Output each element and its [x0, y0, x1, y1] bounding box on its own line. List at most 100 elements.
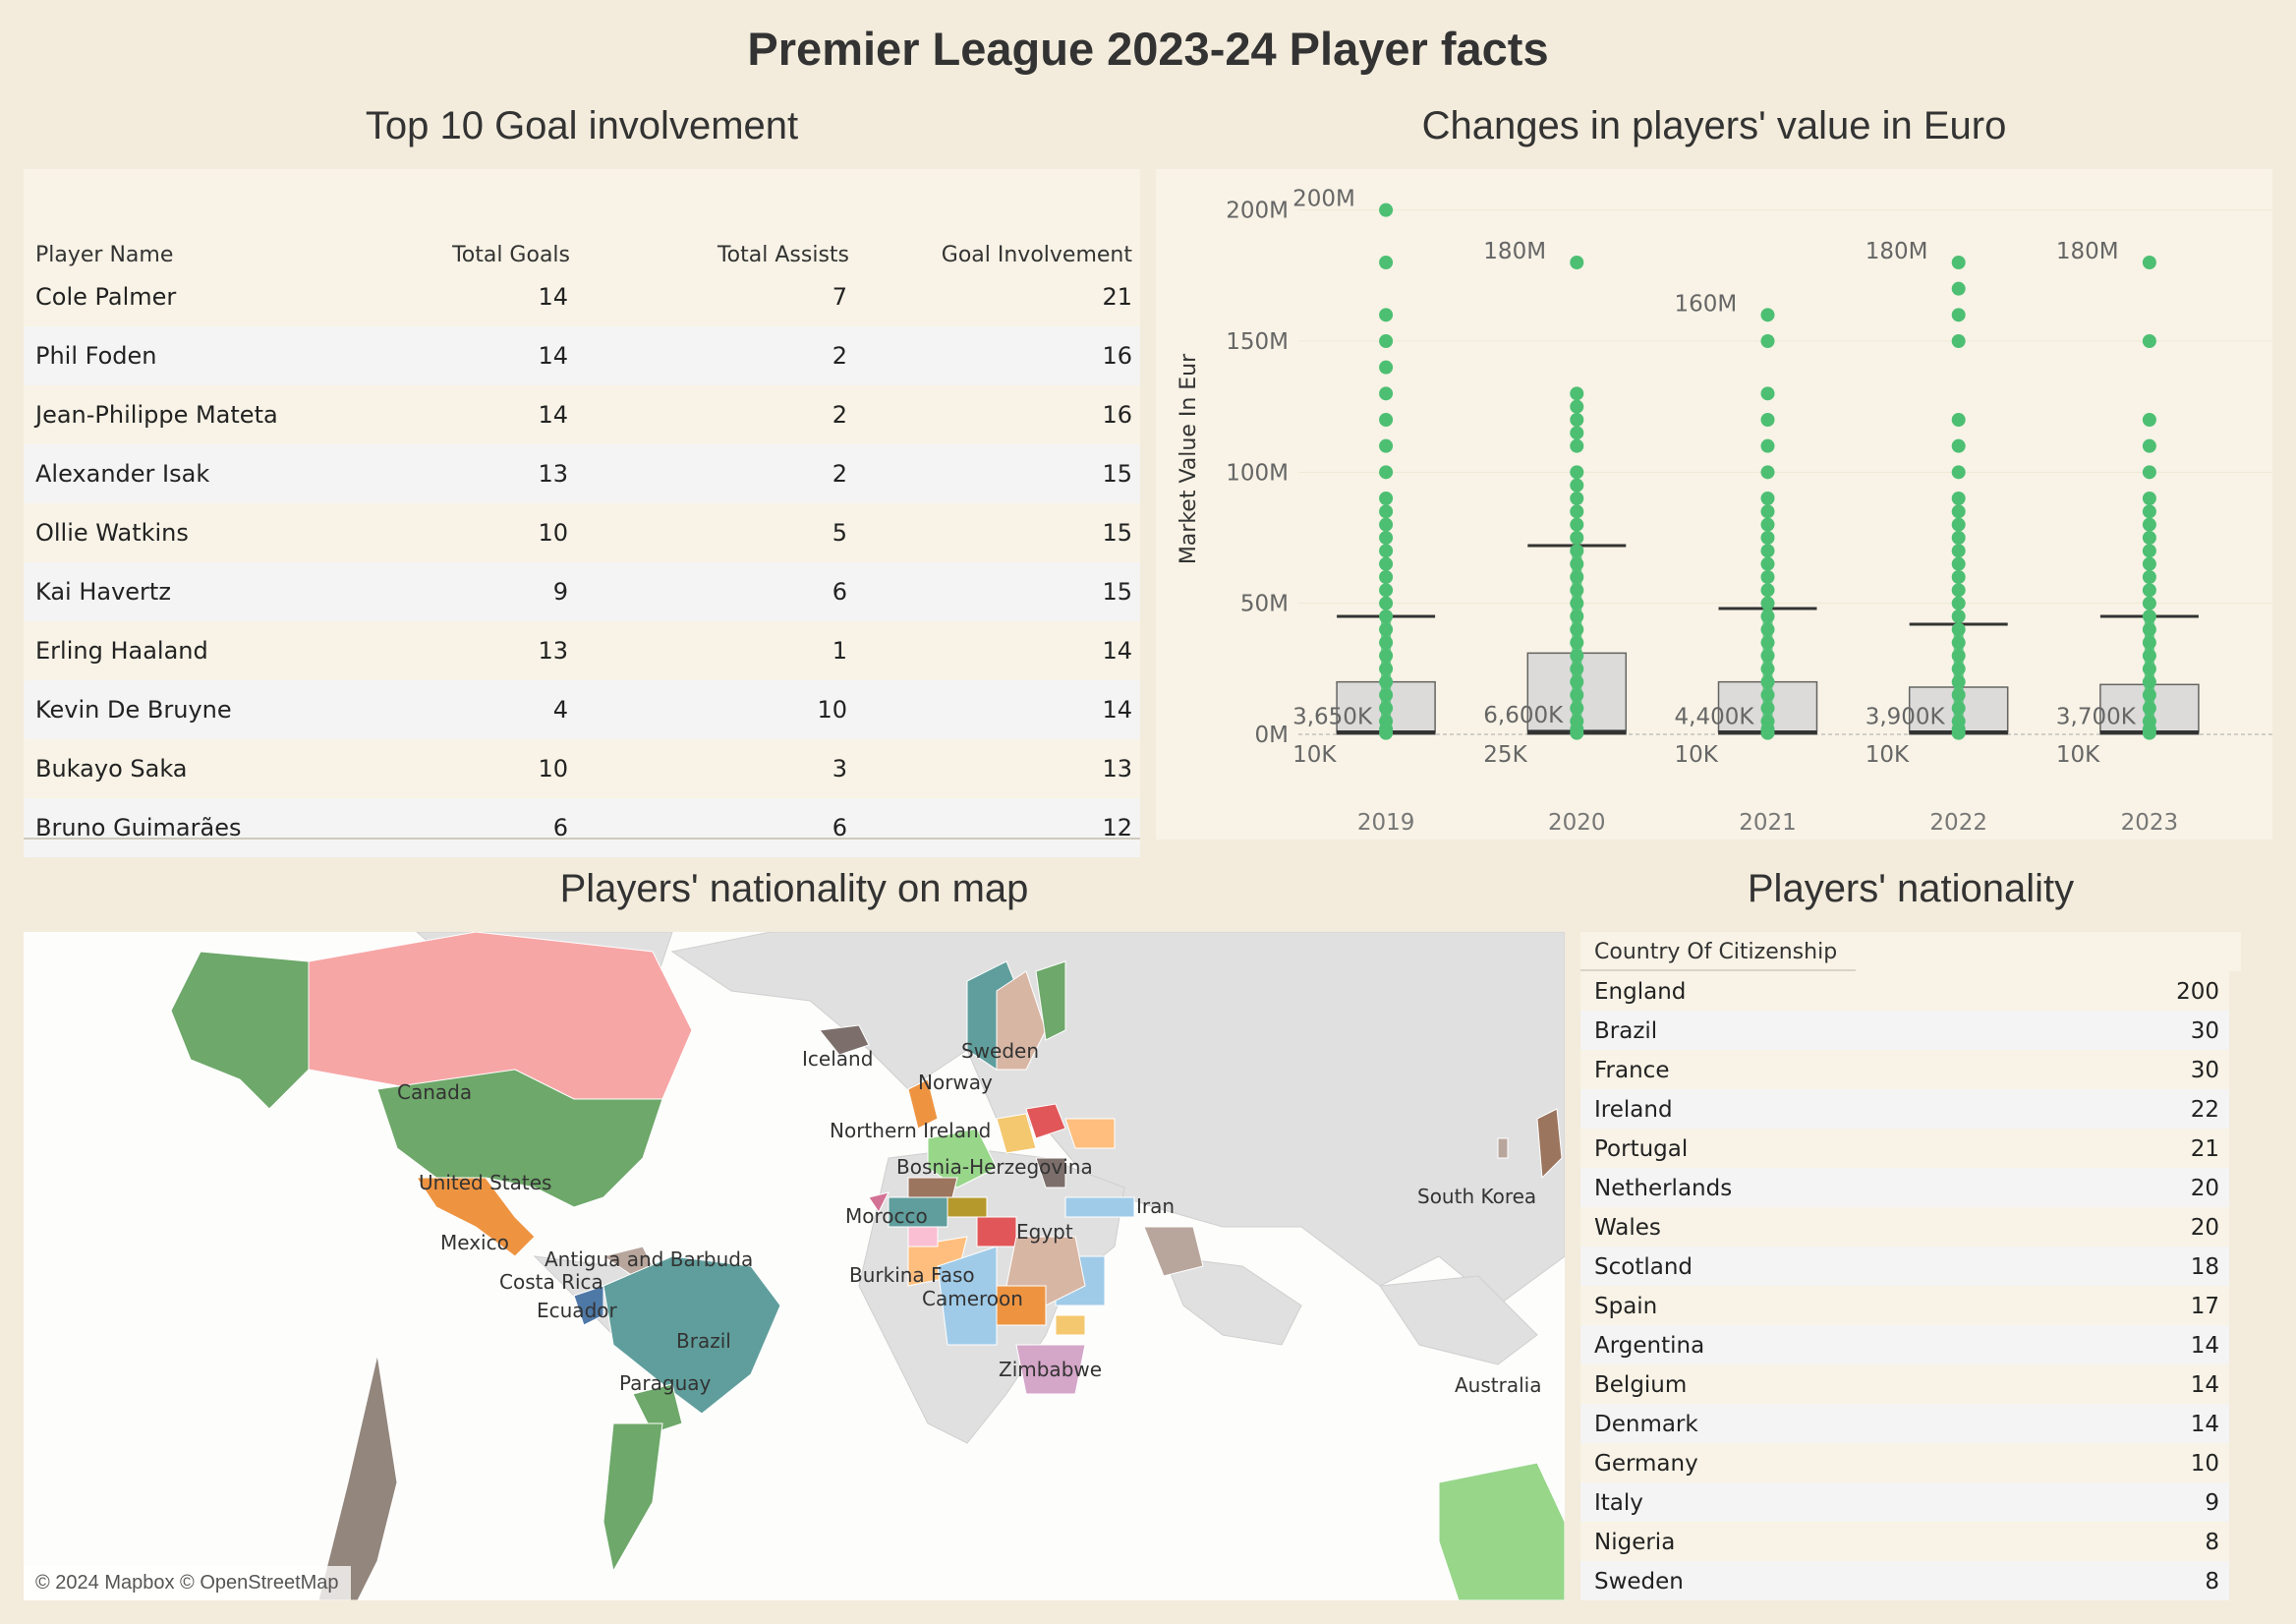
data-point [1951, 504, 1966, 519]
map-label-paraguay: Paraguay [619, 1371, 712, 1395]
col-total-assists[interactable]: Total Assists [717, 243, 849, 267]
country-germany[interactable] [996, 1113, 1037, 1154]
country-france[interactable] [927, 1128, 998, 1189]
map-attribution[interactable]: © 2024 Mapbox © OpenStreetMap [24, 1566, 351, 1600]
data-point [1379, 438, 1394, 453]
data-point [1379, 360, 1394, 375]
player-count: 14 [2190, 1372, 2219, 1398]
list-item[interactable]: France 30 [1580, 1050, 2229, 1089]
country-senegal[interactable] [868, 1191, 890, 1213]
total-goals-cell: 13 [538, 460, 568, 488]
country-alaska[interactable] [170, 951, 310, 1110]
country-cote-divoire[interactable] [907, 1226, 939, 1247]
country-brazil[interactable] [603, 1255, 781, 1415]
list-item[interactable]: Nigeria 8 [1580, 1522, 2229, 1561]
data-point [1570, 438, 1584, 453]
list-item[interactable]: Netherlands 20 [1580, 1168, 2229, 1207]
country-algeria[interactable] [937, 1246, 998, 1346]
list-item[interactable]: Belgium 14 [1580, 1364, 2229, 1404]
col-total-goals[interactable]: Total Goals [452, 243, 570, 267]
table-row[interactable]: Jean-Philippe Mateta 14 2 16 [24, 385, 1140, 444]
max-label: 180M [2056, 239, 2119, 264]
min-label: 10K [1866, 742, 1910, 768]
data-point [2142, 465, 2156, 480]
country-zimbabwe[interactable] [1055, 1314, 1086, 1336]
table-row[interactable]: Kai Havertz 9 6 15 [24, 562, 1140, 621]
country-england[interactable] [907, 1078, 939, 1130]
country-angola[interactable] [996, 1285, 1047, 1326]
goal-table-title: Top 10 Goal involvement [365, 104, 799, 147]
player-name-cell: Kevin De Bruyne [35, 696, 232, 724]
country-finland[interactable] [1035, 960, 1066, 1041]
list-item[interactable]: Argentina 14 [1580, 1325, 2229, 1364]
col-country-of-citizenship[interactable]: Country Of Citizenship [1594, 940, 1838, 964]
table-row[interactable]: Bukayo Saka 10 3 13 [24, 739, 1140, 798]
list-item[interactable]: Portugal 21 [1580, 1129, 2229, 1168]
list-item[interactable]: Spain 17 [1580, 1286, 2229, 1325]
data-point [2142, 438, 2156, 453]
list-item[interactable]: Germany 10 [1580, 1443, 2229, 1482]
country-name: Netherlands [1594, 1176, 1733, 1201]
country-japan[interactable] [1536, 1108, 1563, 1180]
country-united-states[interactable] [376, 1069, 663, 1208]
total-assists-cell: 5 [832, 519, 847, 547]
data-point [2142, 517, 2156, 532]
country-sweden[interactable] [996, 970, 1047, 1071]
table-row[interactable]: Kevin De Bruyne 4 10 14 [24, 680, 1140, 739]
y-tick-label: 150M [1226, 329, 1289, 355]
map-label-mexico: Mexico [440, 1231, 509, 1254]
list-item[interactable]: England 200 [1580, 971, 2229, 1011]
country-south-korea[interactable] [1497, 1137, 1509, 1159]
list-item[interactable]: Wales 20 [1580, 1207, 2229, 1247]
list-item[interactable]: Ireland 22 [1580, 1089, 2229, 1129]
country-iran[interactable] [1143, 1226, 1204, 1277]
min-label: 10K [2056, 742, 2100, 768]
country-argentina[interactable] [603, 1422, 663, 1573]
table-row[interactable]: Alexander Isak 13 2 15 [24, 444, 1140, 503]
country-burkina-faso[interactable] [947, 1196, 988, 1218]
country-name: Wales [1594, 1215, 1661, 1241]
map-label-united-states: United States [419, 1171, 551, 1194]
table-row[interactable]: Ollie Watkins 10 5 15 [24, 503, 1140, 562]
table-row[interactable]: Bruno Guimarães 6 6 12 [24, 798, 1140, 857]
data-point-cluster [1953, 624, 1964, 734]
total-goals-cell: 10 [538, 519, 568, 547]
country-name: Portugal [1594, 1136, 1689, 1162]
player-count: 8 [2205, 1569, 2219, 1595]
world-map[interactable]: Canada United States Mexico Antigua and … [24, 932, 1565, 1600]
country-iceland[interactable] [819, 1024, 870, 1056]
country-south-africa[interactable] [1015, 1344, 1086, 1395]
list-item[interactable]: Denmark 14 [1580, 1404, 2229, 1443]
data-point [2142, 492, 2156, 505]
data-point [1951, 583, 1966, 598]
list-item[interactable]: Sweden 8 [1580, 1561, 2229, 1600]
table-row[interactable]: Cole Palmer 14 7 21 [24, 267, 1140, 326]
col-player-name[interactable]: Player Name [35, 243, 174, 267]
list-item[interactable]: Scotland 18 [1580, 1247, 2229, 1286]
value-boxplot: 0M 50M 100M 150M 200M Market Value In Eur 200M… [1177, 187, 2272, 836]
col-goal-involvement[interactable]: Goal Involvement [941, 243, 1132, 267]
country-ecuador[interactable] [573, 1285, 604, 1326]
list-item[interactable]: Brazil 30 [1580, 1011, 2229, 1050]
country-australia[interactable] [1438, 1462, 1565, 1600]
data-point [1760, 544, 1775, 558]
country-mali[interactable] [888, 1196, 948, 1228]
country-paraguay[interactable] [632, 1383, 683, 1434]
nationality-title: Players' nationality [1747, 867, 2075, 910]
data-point-cluster [1572, 546, 1582, 734]
data-point [1379, 203, 1394, 217]
country-turkey[interactable] [1064, 1196, 1135, 1218]
country-chile[interactable] [317, 1354, 398, 1600]
country-serbia[interactable] [1035, 1157, 1066, 1189]
country-poland[interactable] [1025, 1103, 1066, 1139]
country-ukraine[interactable] [1064, 1118, 1116, 1149]
country-cameroon[interactable] [976, 1216, 1017, 1247]
nationality-map[interactable]: Canada United States Mexico Antigua and … [24, 932, 1565, 1600]
data-point [1570, 426, 1584, 440]
list-item[interactable]: Italy 9 [1580, 1482, 2229, 1522]
data-point [1951, 596, 1966, 610]
table-row[interactable]: Phil Foden 14 2 16 [24, 326, 1140, 385]
country-mexico[interactable] [416, 1177, 536, 1257]
nationality-body: England 200 Brazil 30 France 30 Ireland 22 Portu… [1580, 971, 2229, 1600]
table-row[interactable]: Erling Haaland 13 1 14 [24, 621, 1140, 680]
